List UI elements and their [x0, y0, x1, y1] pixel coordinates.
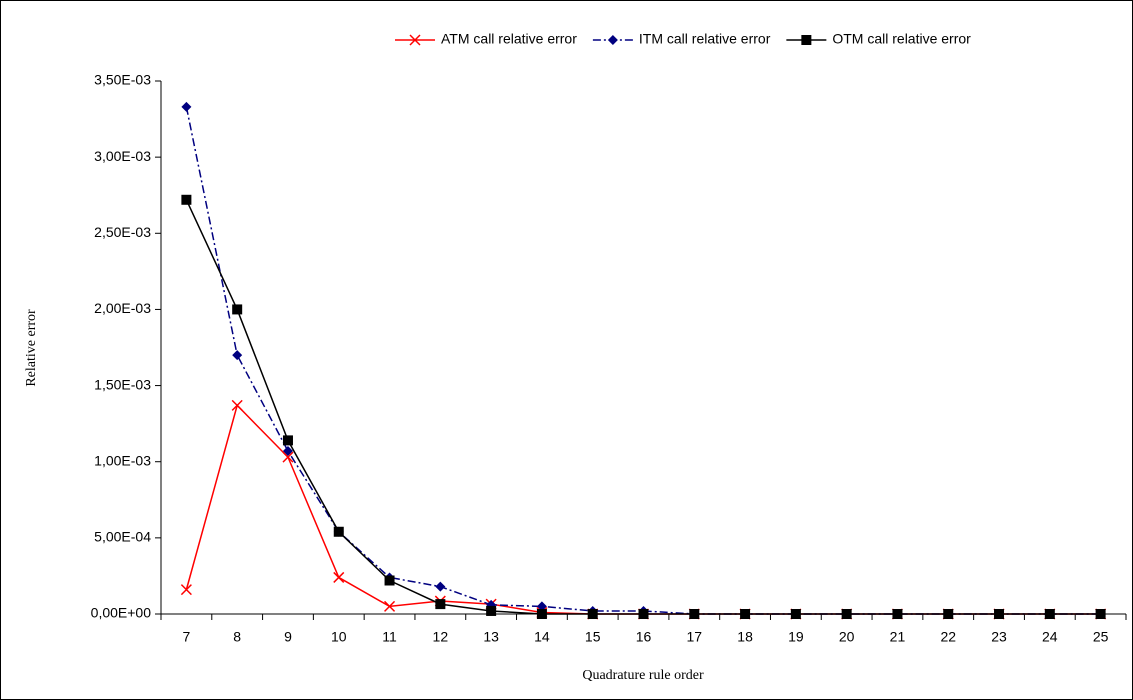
data-point: [384, 600, 396, 612]
data-point: [587, 609, 598, 619]
x-tick-label: 8: [233, 629, 241, 645]
x-tick-label: 19: [788, 629, 804, 645]
legend-label: OTM call relative error: [832, 31, 971, 47]
y-tick-label: 0,00E+00: [91, 605, 152, 621]
data-point: [638, 609, 649, 619]
data-point: [943, 609, 954, 619]
data-point: [232, 350, 243, 361]
data-point: [1095, 609, 1106, 619]
y-tick-label: 1,00E-03: [94, 452, 151, 468]
x-tick-label: 17: [687, 629, 703, 645]
x-axis-title: Quadrature rule order: [582, 668, 704, 683]
x-tick-label: 14: [534, 629, 550, 645]
x-tick-label: 18: [737, 629, 753, 645]
x-tick-label: 25: [1093, 629, 1109, 645]
x-tick-label: 9: [284, 629, 292, 645]
y-tick-label: 1,50E-03: [94, 376, 151, 392]
x-tick-label: 11: [382, 629, 397, 645]
x-tick-label: 12: [433, 629, 449, 645]
data-point: [231, 399, 243, 411]
x-tick-label: 24: [1042, 629, 1058, 645]
data-point: [536, 609, 547, 619]
x-tick-label: 15: [585, 629, 601, 645]
y-tick-label: 3,00E-03: [94, 148, 151, 164]
x-tick-label: 23: [991, 629, 1007, 645]
x-tick-label: 10: [331, 629, 347, 645]
data-point: [384, 575, 395, 586]
data-point: [536, 601, 547, 612]
data-point: [1044, 609, 1055, 619]
legend-label: ITM call relative error: [639, 31, 771, 47]
y-tick-label: 3,50E-03: [94, 72, 151, 88]
data-point: [790, 609, 801, 619]
data-point: [282, 446, 293, 457]
data-point: [841, 609, 852, 619]
data-point: [435, 581, 446, 592]
y-tick-label: 5,00E-04: [94, 529, 151, 545]
legend-label: ATM call relative error: [441, 31, 577, 47]
y-tick-label: 2,50E-03: [94, 224, 151, 240]
y-axis-title: Relative error: [24, 309, 39, 387]
data-point: [232, 304, 243, 315]
data-point: [486, 605, 497, 616]
data-point: [181, 101, 192, 112]
data-point: [180, 584, 192, 596]
legend-marker: [801, 35, 812, 45]
data-point: [333, 571, 345, 583]
data-point: [435, 599, 446, 610]
data-point: [333, 526, 344, 537]
data-point: [689, 609, 700, 619]
legend-marker: [607, 35, 618, 45]
y-tick-label: 2,00E-03: [94, 300, 151, 316]
legend-marker: [409, 34, 421, 46]
data-point: [181, 194, 192, 205]
x-tick-label: 20: [839, 629, 855, 645]
x-tick-label: 21: [890, 629, 906, 645]
data-point: [994, 609, 1005, 619]
data-point: [740, 609, 751, 619]
data-point: [282, 435, 293, 446]
data-point: [892, 609, 903, 619]
x-tick-label: 22: [940, 629, 956, 645]
x-tick-label: 13: [483, 629, 499, 645]
x-tick-label: 7: [182, 629, 190, 645]
data-point: [282, 451, 294, 463]
x-tick-label: 16: [636, 629, 652, 645]
